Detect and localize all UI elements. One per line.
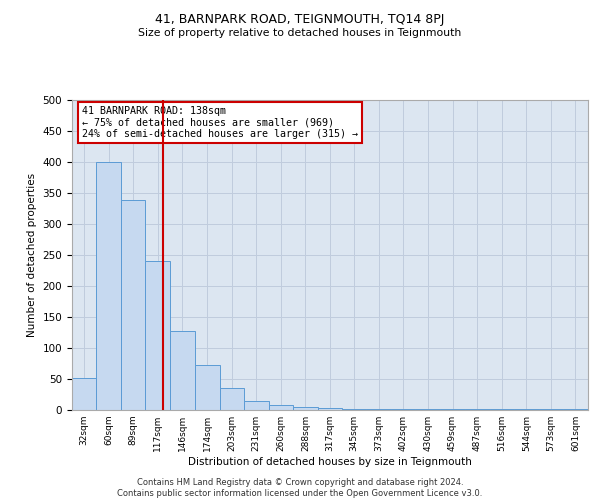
Bar	[170, 330, 194, 410]
X-axis label: Distribution of detached houses by size in Teignmouth: Distribution of detached houses by size …	[188, 457, 472, 467]
Bar	[293, 407, 318, 410]
Bar	[194, 366, 220, 410]
Bar	[145, 261, 170, 410]
Y-axis label: Number of detached properties: Number of detached properties	[27, 173, 37, 337]
Text: Size of property relative to detached houses in Teignmouth: Size of property relative to detached ho…	[139, 28, 461, 38]
Text: Contains HM Land Registry data © Crown copyright and database right 2024.
Contai: Contains HM Land Registry data © Crown c…	[118, 478, 482, 498]
Bar	[72, 378, 96, 410]
Bar	[96, 162, 121, 410]
Bar	[269, 405, 293, 410]
Text: 41 BARNPARK ROAD: 138sqm
← 75% of detached houses are smaller (969)
24% of semi-: 41 BARNPARK ROAD: 138sqm ← 75% of detach…	[82, 106, 358, 140]
Bar	[121, 200, 145, 410]
Text: 41, BARNPARK ROAD, TEIGNMOUTH, TQ14 8PJ: 41, BARNPARK ROAD, TEIGNMOUTH, TQ14 8PJ	[155, 12, 445, 26]
Bar	[244, 400, 269, 410]
Bar	[220, 388, 244, 410]
Bar	[318, 408, 342, 410]
Bar	[342, 409, 366, 410]
